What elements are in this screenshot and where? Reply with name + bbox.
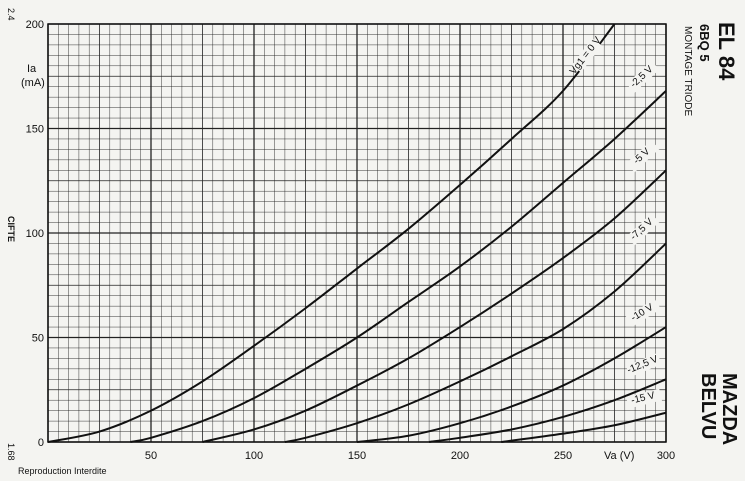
curve-label: -12,5 V [626, 354, 660, 376]
curve-label-bg [626, 140, 660, 173]
tube-title: EL 84 [714, 22, 739, 81]
mode-label: MONTAGE TRIODE [682, 26, 693, 117]
curve-line [47, 23, 616, 443]
x-tick-label: 50 [145, 450, 157, 462]
curve-line [130, 90, 667, 443]
curve-label-bg [571, 38, 602, 73]
left-code-top: 2.4 [6, 8, 16, 21]
y-tick-label: 200 [26, 19, 44, 31]
curve-line [284, 242, 667, 443]
y-tick-label: 0 [38, 437, 44, 449]
x-tick-labels: 50 100 150 200 250 300 [145, 450, 675, 462]
curve-label-bg [625, 353, 662, 378]
curves [47, 23, 667, 443]
x-axis-label: Va (V) [604, 450, 634, 462]
cifte-label: CIFTE [6, 216, 16, 242]
x-tick-label: 200 [451, 450, 469, 462]
y-axis-label-unit: (mA) [21, 77, 45, 89]
curve-label-bg [626, 60, 660, 93]
curve-line [501, 411, 667, 443]
brand-line2: BELVU [697, 373, 719, 439]
x-tick-label: 300 [657, 450, 675, 462]
y-tick-label: 100 [26, 228, 44, 240]
curve-line [356, 326, 667, 443]
curve-label-bg [625, 298, 662, 327]
x-tick-label: 100 [245, 450, 263, 462]
curve-line [428, 378, 667, 443]
x-tick-label: 150 [348, 450, 366, 462]
x-tick-label: 250 [554, 450, 572, 462]
y-axis-label-ia: Ia [27, 63, 37, 75]
y-tick-labels: 0 50 100 150 200 [26, 19, 44, 449]
curve-label-bg [626, 213, 660, 246]
curve-label-bg [626, 388, 663, 409]
tube-alt-name: 6BQ 5 [697, 24, 712, 62]
y-tick-label: 150 [26, 124, 44, 136]
y-tick-label: 50 [32, 333, 44, 345]
left-code-bottom: 1.68 [6, 443, 16, 461]
curve-labels: Vg1 = 0 V-2,5 V-5 V-7,5 V-10 V-12,5 V-15… [568, 35, 663, 409]
brand-line1: MAZDA [718, 373, 740, 445]
footer-note: Reproduction Interdite [18, 466, 107, 476]
curve-line [202, 169, 667, 443]
